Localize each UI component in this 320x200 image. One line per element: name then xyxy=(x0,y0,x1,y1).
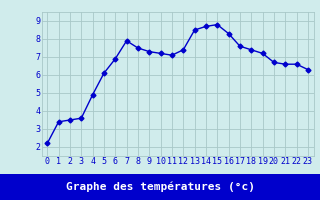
Text: Graphe des températures (°c): Graphe des températures (°c) xyxy=(66,182,254,192)
